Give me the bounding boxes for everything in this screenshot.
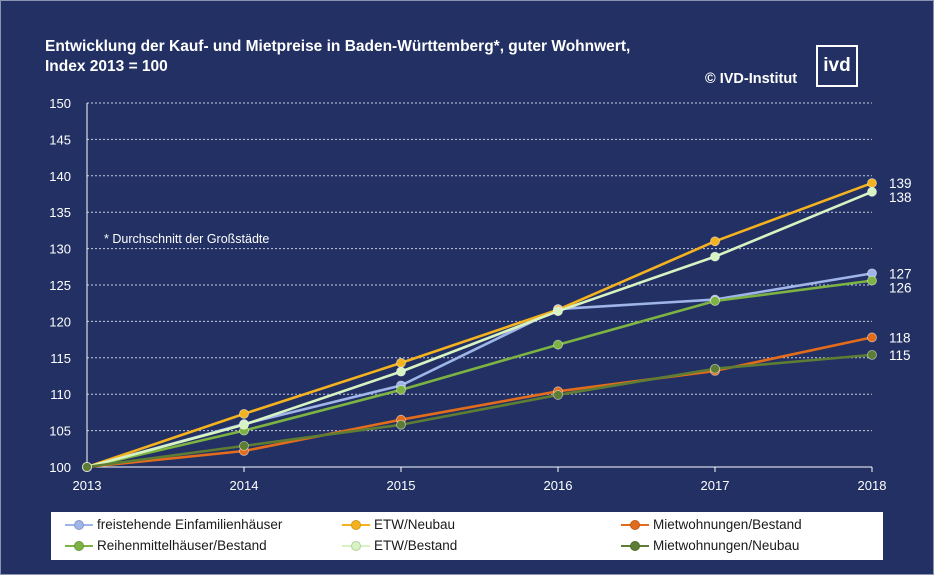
copyright-text: © IVD-Institut bbox=[705, 71, 798, 87]
data-point bbox=[710, 236, 720, 247]
series-line bbox=[86, 181, 873, 469]
data-point bbox=[239, 408, 249, 419]
data-point bbox=[710, 363, 720, 374]
series-line bbox=[86, 336, 873, 469]
x-tick-label: 2018 bbox=[858, 478, 887, 493]
data-point bbox=[239, 419, 249, 430]
y-tick-label: 130 bbox=[49, 242, 71, 257]
legend-label: Mietwohnungen/Bestand bbox=[653, 517, 802, 532]
data-point bbox=[396, 357, 406, 368]
y-tick-label: 100 bbox=[49, 460, 71, 475]
data-point bbox=[867, 178, 877, 188]
data-point bbox=[867, 332, 877, 343]
y-tick-label: 145 bbox=[49, 132, 71, 147]
data-point bbox=[710, 296, 720, 306]
legend-marker bbox=[74, 520, 84, 530]
x-tick-label: 2016 bbox=[544, 478, 573, 493]
legend-label: Mietwohnungen/Neubau bbox=[653, 538, 800, 553]
legend-label: ETW/Bestand bbox=[374, 538, 458, 553]
y-tick-label: 125 bbox=[49, 278, 71, 293]
y-tick-label: 140 bbox=[49, 169, 71, 184]
legend-marker bbox=[351, 541, 361, 551]
data-point bbox=[553, 339, 563, 350]
chart-footnote: * Durchschnitt der Großstädte bbox=[104, 232, 270, 246]
x-tick-label: 2014 bbox=[230, 478, 259, 493]
data-point bbox=[867, 349, 877, 360]
data-point bbox=[396, 384, 406, 395]
x-tick-label: 2015 bbox=[387, 478, 416, 493]
legend-marker bbox=[630, 541, 640, 551]
y-tick-label: 135 bbox=[49, 205, 71, 220]
end-value-label: 127 bbox=[889, 266, 912, 281]
legend-label: Reihenmittelhäuser/Bestand bbox=[97, 538, 267, 553]
chart-legend: freistehende Einfamilienhäuser ETW/Neubau… bbox=[51, 512, 883, 560]
end-value-label: 115 bbox=[889, 348, 911, 363]
data-point bbox=[553, 390, 563, 400]
end-value-label: 118 bbox=[889, 330, 911, 345]
x-tick-label: 2013 bbox=[73, 478, 102, 493]
data-point bbox=[867, 186, 877, 197]
x-tick-label: 2017 bbox=[701, 478, 730, 493]
data-point bbox=[82, 462, 92, 472]
y-tick-label: 120 bbox=[49, 314, 71, 329]
legend-marker bbox=[74, 541, 84, 551]
data-point bbox=[710, 251, 720, 262]
y-tick-label: 110 bbox=[50, 387, 71, 402]
data-point bbox=[239, 440, 249, 451]
data-point bbox=[867, 275, 877, 286]
legend-marker bbox=[351, 520, 361, 530]
series-line bbox=[86, 353, 873, 469]
legend-label: freistehende Einfamilienhäuser bbox=[97, 517, 283, 532]
end-value-label: 139 bbox=[889, 176, 912, 191]
data-point bbox=[396, 419, 406, 430]
end-value-label: 138 bbox=[889, 190, 912, 205]
end-value-label: 126 bbox=[889, 280, 912, 295]
data-point bbox=[553, 306, 563, 317]
data-point bbox=[396, 366, 406, 377]
y-tick-label: 105 bbox=[49, 424, 71, 439]
legend-label: ETW/Neubau bbox=[374, 517, 456, 532]
series-line bbox=[86, 190, 873, 469]
chart-title: Entwicklung der Kauf- und Mietpreise in … bbox=[45, 38, 631, 75]
legend-marker bbox=[630, 520, 640, 530]
ivd-logo: ivd bbox=[816, 45, 858, 87]
y-tick-label: 115 bbox=[50, 351, 71, 366]
series-line bbox=[86, 279, 873, 469]
series-line bbox=[86, 272, 873, 469]
y-tick-label: 150 bbox=[49, 96, 71, 111]
